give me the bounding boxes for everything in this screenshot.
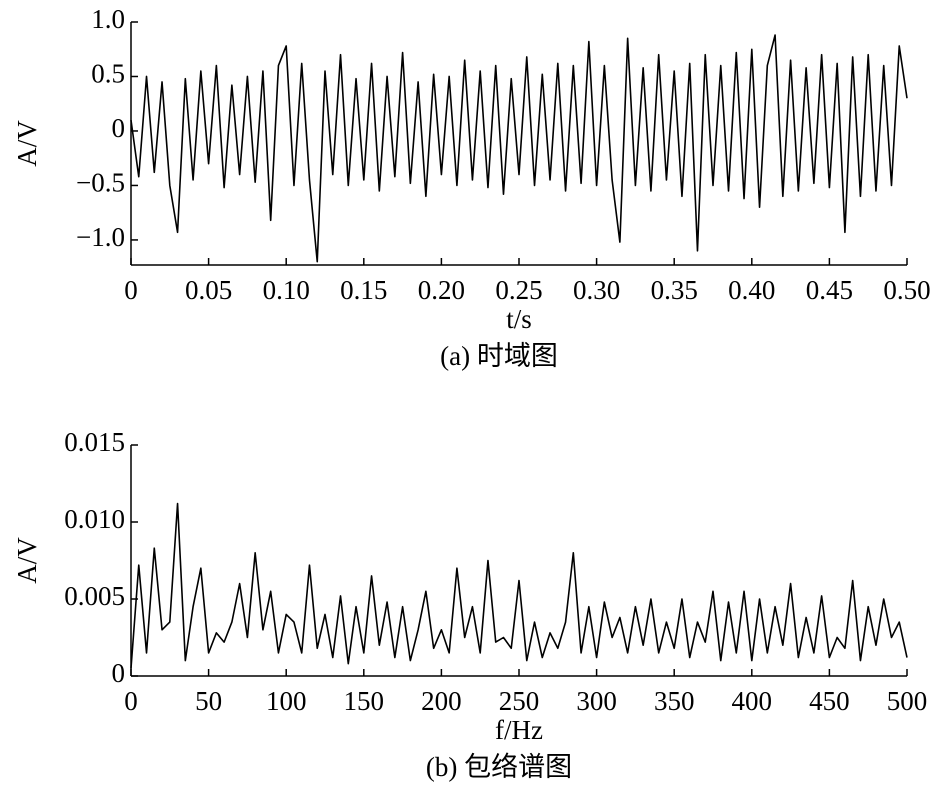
- x-tick-label: 0.30: [573, 275, 620, 305]
- x-tick-label: 0: [124, 275, 138, 305]
- x-tick-label: 0.10: [263, 275, 310, 305]
- x-tick-label: 0.25: [495, 275, 542, 305]
- x-tick-label: 0.45: [806, 275, 853, 305]
- x-tick-label: 400: [732, 686, 773, 716]
- caption: (b) 包络谱图: [426, 752, 572, 782]
- x-tick-label: 0.15: [340, 275, 387, 305]
- signal-line: [130, 502, 908, 669]
- x-tick-label: 0.50: [883, 275, 930, 305]
- y-tick-label: 1.0: [91, 4, 125, 34]
- x-tick-label: 300: [576, 686, 617, 716]
- x-tick-label: 200: [421, 686, 462, 716]
- y-tick-label: 0: [112, 658, 126, 688]
- x-tick-label: 450: [809, 686, 850, 716]
- x-tick-label: 0.40: [728, 275, 775, 305]
- y-axis-label: A/V: [12, 537, 42, 584]
- y-tick-label: 0: [112, 113, 126, 143]
- y-tick-label: 0.015: [64, 427, 125, 457]
- x-tick-label: 0: [124, 686, 138, 716]
- x-tick-label: 50: [195, 686, 222, 716]
- y-tick-label: 0.005: [64, 581, 125, 611]
- x-tick-label: 0.05: [185, 275, 232, 305]
- y-tick-label: 0.010: [64, 504, 125, 534]
- caption: (a) 时域图: [440, 341, 558, 371]
- x-tick-label: 0.35: [651, 275, 698, 305]
- x-axis-label: t/s: [506, 304, 532, 334]
- x-tick-label: 250: [499, 686, 540, 716]
- signal-line: [130, 34, 908, 263]
- x-tick-label: 0.20: [418, 275, 465, 305]
- y-tick-label: 0.5: [91, 59, 125, 89]
- x-tick-label: 500: [887, 686, 928, 716]
- y-axis-label: A/V: [12, 120, 42, 167]
- y-tick-label: −1.0: [76, 222, 125, 252]
- x-tick-label: 150: [344, 686, 385, 716]
- x-tick-label: 100: [266, 686, 307, 716]
- y-tick-label: −0.5: [76, 168, 125, 198]
- x-axis-label: f/Hz: [495, 715, 543, 745]
- x-tick-label: 350: [654, 686, 695, 716]
